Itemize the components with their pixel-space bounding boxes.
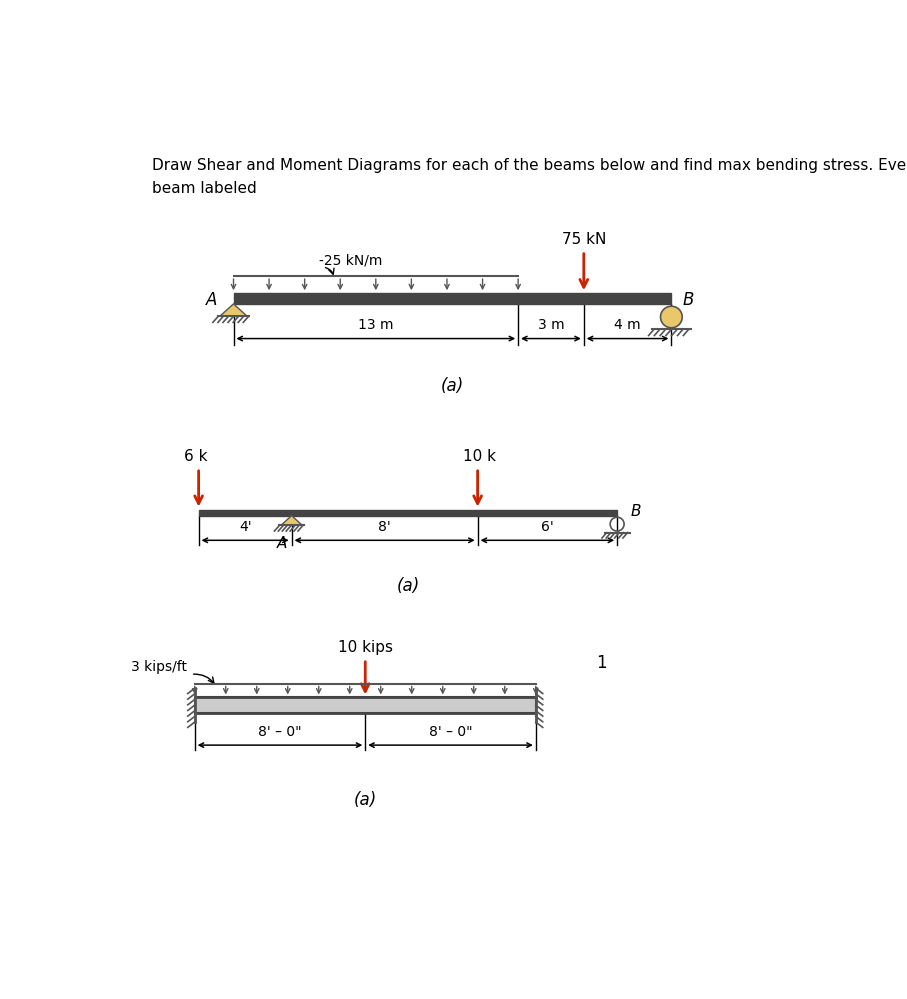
Bar — [233, 293, 671, 304]
Text: 10 kips: 10 kips — [337, 640, 393, 655]
Text: Draw Shear and Moment Diagrams for each of the beams below and find max bending : Draw Shear and Moment Diagrams for each … — [152, 159, 907, 196]
Text: (a): (a) — [441, 377, 464, 395]
Text: A: A — [278, 535, 288, 550]
Text: 1: 1 — [596, 653, 607, 671]
Polygon shape — [281, 515, 302, 524]
Text: 8': 8' — [378, 520, 391, 534]
Text: 75 kN: 75 kN — [561, 232, 606, 247]
Text: 3 m: 3 m — [538, 319, 564, 333]
Text: A: A — [206, 291, 218, 309]
Text: 8' – 0": 8' – 0" — [429, 725, 473, 739]
Text: 3 kips/ft: 3 kips/ft — [131, 659, 187, 673]
Text: 13 m: 13 m — [358, 319, 394, 333]
Text: B: B — [683, 291, 694, 309]
Bar — [199, 509, 617, 515]
Text: 8' – 0": 8' – 0" — [258, 725, 302, 739]
Polygon shape — [219, 304, 247, 317]
Bar — [195, 697, 536, 712]
Text: B: B — [631, 503, 641, 518]
Text: -25 kN/m: -25 kN/m — [319, 253, 382, 267]
Text: 6 k: 6 k — [184, 450, 208, 465]
Text: 6': 6' — [541, 520, 554, 534]
Text: 4': 4' — [239, 520, 251, 534]
Text: (a): (a) — [396, 577, 420, 595]
Text: (a): (a) — [354, 791, 377, 809]
Text: 4 m: 4 m — [614, 319, 641, 333]
Circle shape — [660, 307, 682, 328]
Text: 10 k: 10 k — [463, 450, 495, 465]
